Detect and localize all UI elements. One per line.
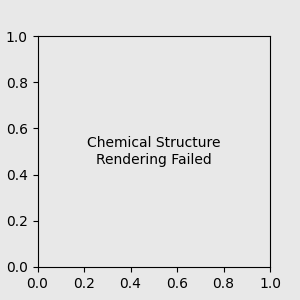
Text: Chemical Structure
Rendering Failed: Chemical Structure Rendering Failed bbox=[87, 136, 220, 166]
